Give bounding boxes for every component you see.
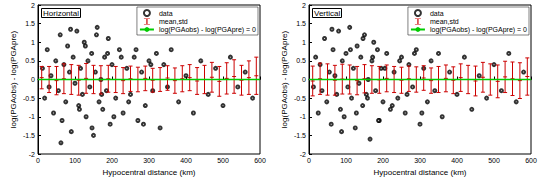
svg-text:2: 2 — [302, 2, 306, 9]
svg-text:1.5: 1.5 — [296, 20, 306, 27]
svg-text:200: 200 — [377, 157, 389, 164]
svg-text:Vertical: Vertical — [314, 9, 340, 18]
svg-text:log(PGAobs) - log(PGApre): log(PGAobs) - log(PGApre) — [280, 30, 289, 128]
svg-text:-0.5: -0.5 — [294, 95, 306, 102]
svg-text:0: 0 — [31, 76, 35, 83]
svg-text:mean,std: mean,std — [430, 18, 459, 25]
svg-text:-1.5: -1.5 — [23, 132, 35, 139]
svg-text:Hypocentral distance (km): Hypocentral distance (km) — [103, 168, 196, 177]
svg-text:log(PGAobs) - log(PGApre) = 0: log(PGAobs) - log(PGApre) = 0 — [430, 26, 527, 34]
svg-text:log(PGAobs) - log(PGApre): log(PGAobs) - log(PGApre) — [9, 30, 18, 128]
svg-text:Hypocentral distance (km): Hypocentral distance (km) — [374, 168, 467, 177]
svg-text:1.5: 1.5 — [25, 20, 35, 27]
svg-text:-1.5: -1.5 — [294, 132, 306, 139]
svg-text:300: 300 — [414, 157, 426, 164]
svg-text:mean,std: mean,std — [159, 18, 188, 25]
svg-text:400: 400 — [451, 157, 463, 164]
svg-text:600: 600 — [254, 157, 266, 164]
svg-text:0: 0 — [36, 157, 40, 164]
svg-text:data: data — [430, 10, 444, 17]
svg-text:-2: -2 — [29, 151, 35, 158]
svg-text:100: 100 — [340, 157, 352, 164]
svg-text:-2: -2 — [300, 151, 306, 158]
svg-text:600: 600 — [525, 157, 537, 164]
svg-text:0.5: 0.5 — [296, 57, 306, 64]
svg-text:500: 500 — [488, 157, 500, 164]
svg-text:400: 400 — [180, 157, 192, 164]
svg-text:data: data — [159, 10, 173, 17]
svg-text:2: 2 — [31, 2, 35, 9]
svg-text:-0.5: -0.5 — [23, 95, 35, 102]
svg-text:1: 1 — [31, 39, 35, 46]
svg-text:Horizontal: Horizontal — [43, 9, 79, 18]
svg-text:0: 0 — [307, 157, 311, 164]
svg-text:1: 1 — [302, 39, 306, 46]
svg-text:100: 100 — [69, 157, 81, 164]
svg-text:300: 300 — [143, 157, 155, 164]
svg-text:0: 0 — [302, 76, 306, 83]
svg-text:500: 500 — [217, 157, 229, 164]
svg-text:-1: -1 — [300, 113, 306, 120]
svg-text:200: 200 — [106, 157, 118, 164]
svg-text:0.5: 0.5 — [25, 57, 35, 64]
svg-text:-1: -1 — [29, 113, 35, 120]
svg-text:log(PGAobs) - log(PGApre) = 0: log(PGAobs) - log(PGApre) = 0 — [159, 26, 256, 34]
